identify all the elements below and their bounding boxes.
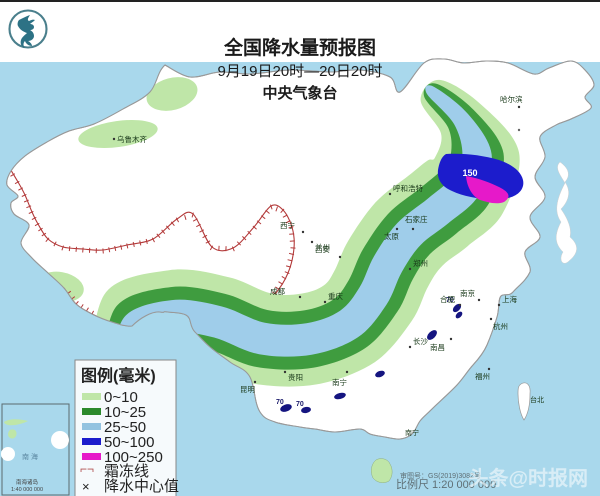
svg-text:南昌: 南昌 (430, 342, 445, 352)
svg-text:头条@时报网: 头条@时报网 (468, 466, 588, 490)
svg-text:贵阳: 贵阳 (288, 372, 303, 382)
svg-text:太原: 太原 (384, 231, 399, 241)
svg-text:南 海: 南 海 (22, 452, 38, 461)
svg-text:南京: 南京 (460, 288, 475, 298)
svg-text:南海诸岛: 南海诸岛 (16, 478, 39, 486)
svg-text:成都: 成都 (270, 286, 285, 296)
svg-text:图例(毫米): 图例(毫米) (81, 366, 156, 385)
svg-text:南宁: 南宁 (332, 377, 347, 387)
svg-text:石家庄: 石家庄 (405, 214, 428, 224)
svg-text:上海: 上海 (502, 294, 517, 304)
svg-text:70: 70 (296, 401, 304, 408)
svg-text:西安: 西安 (315, 244, 330, 254)
svg-text:长沙: 长沙 (413, 336, 428, 346)
svg-text:1:40 000 000: 1:40 000 000 (11, 487, 43, 493)
svg-text:9月19日20时—20日20时: 9月19日20时—20日20时 (217, 63, 382, 80)
svg-text:福州: 福州 (475, 372, 490, 381)
svg-text:杭州: 杭州 (493, 321, 508, 331)
svg-text:昆明: 昆明 (240, 385, 255, 394)
svg-text:重庆: 重庆 (328, 291, 343, 301)
svg-text:70: 70 (276, 399, 284, 406)
svg-text:中央气象台: 中央气象台 (262, 84, 337, 102)
svg-text:西宁: 西宁 (280, 220, 295, 230)
svg-text:⌐¬: ⌐¬ (80, 462, 94, 476)
svg-text:台北: 台北 (530, 395, 544, 404)
svg-text:150: 150 (462, 168, 477, 178)
svg-text:南宁: 南宁 (405, 428, 419, 437)
svg-text:呼和浩特: 呼和浩特 (393, 183, 423, 193)
svg-text:合肥: 合肥 (440, 294, 455, 304)
svg-text:乌鲁木齐: 乌鲁木齐 (117, 134, 147, 144)
svg-text:降水中心值: 降水中心值 (104, 478, 179, 495)
svg-text:郑州: 郑州 (413, 258, 428, 268)
svg-text:哈尔滨: 哈尔滨 (500, 94, 523, 104)
svg-text:×: × (82, 479, 90, 494)
svg-text:全国降水量预报图: 全国降水量预报图 (223, 36, 376, 59)
